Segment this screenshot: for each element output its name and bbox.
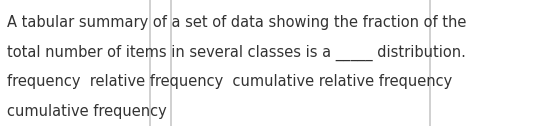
Text: frequency  relative frequency  cumulative relative frequency: frequency relative frequency cumulative … xyxy=(7,74,452,89)
Text: total number of items in several classes is a _____ distribution.: total number of items in several classes… xyxy=(7,45,465,61)
Text: cumulative frequency: cumulative frequency xyxy=(7,104,166,119)
Text: A tabular summary of a set of data showing the fraction of the: A tabular summary of a set of data showi… xyxy=(7,15,466,30)
